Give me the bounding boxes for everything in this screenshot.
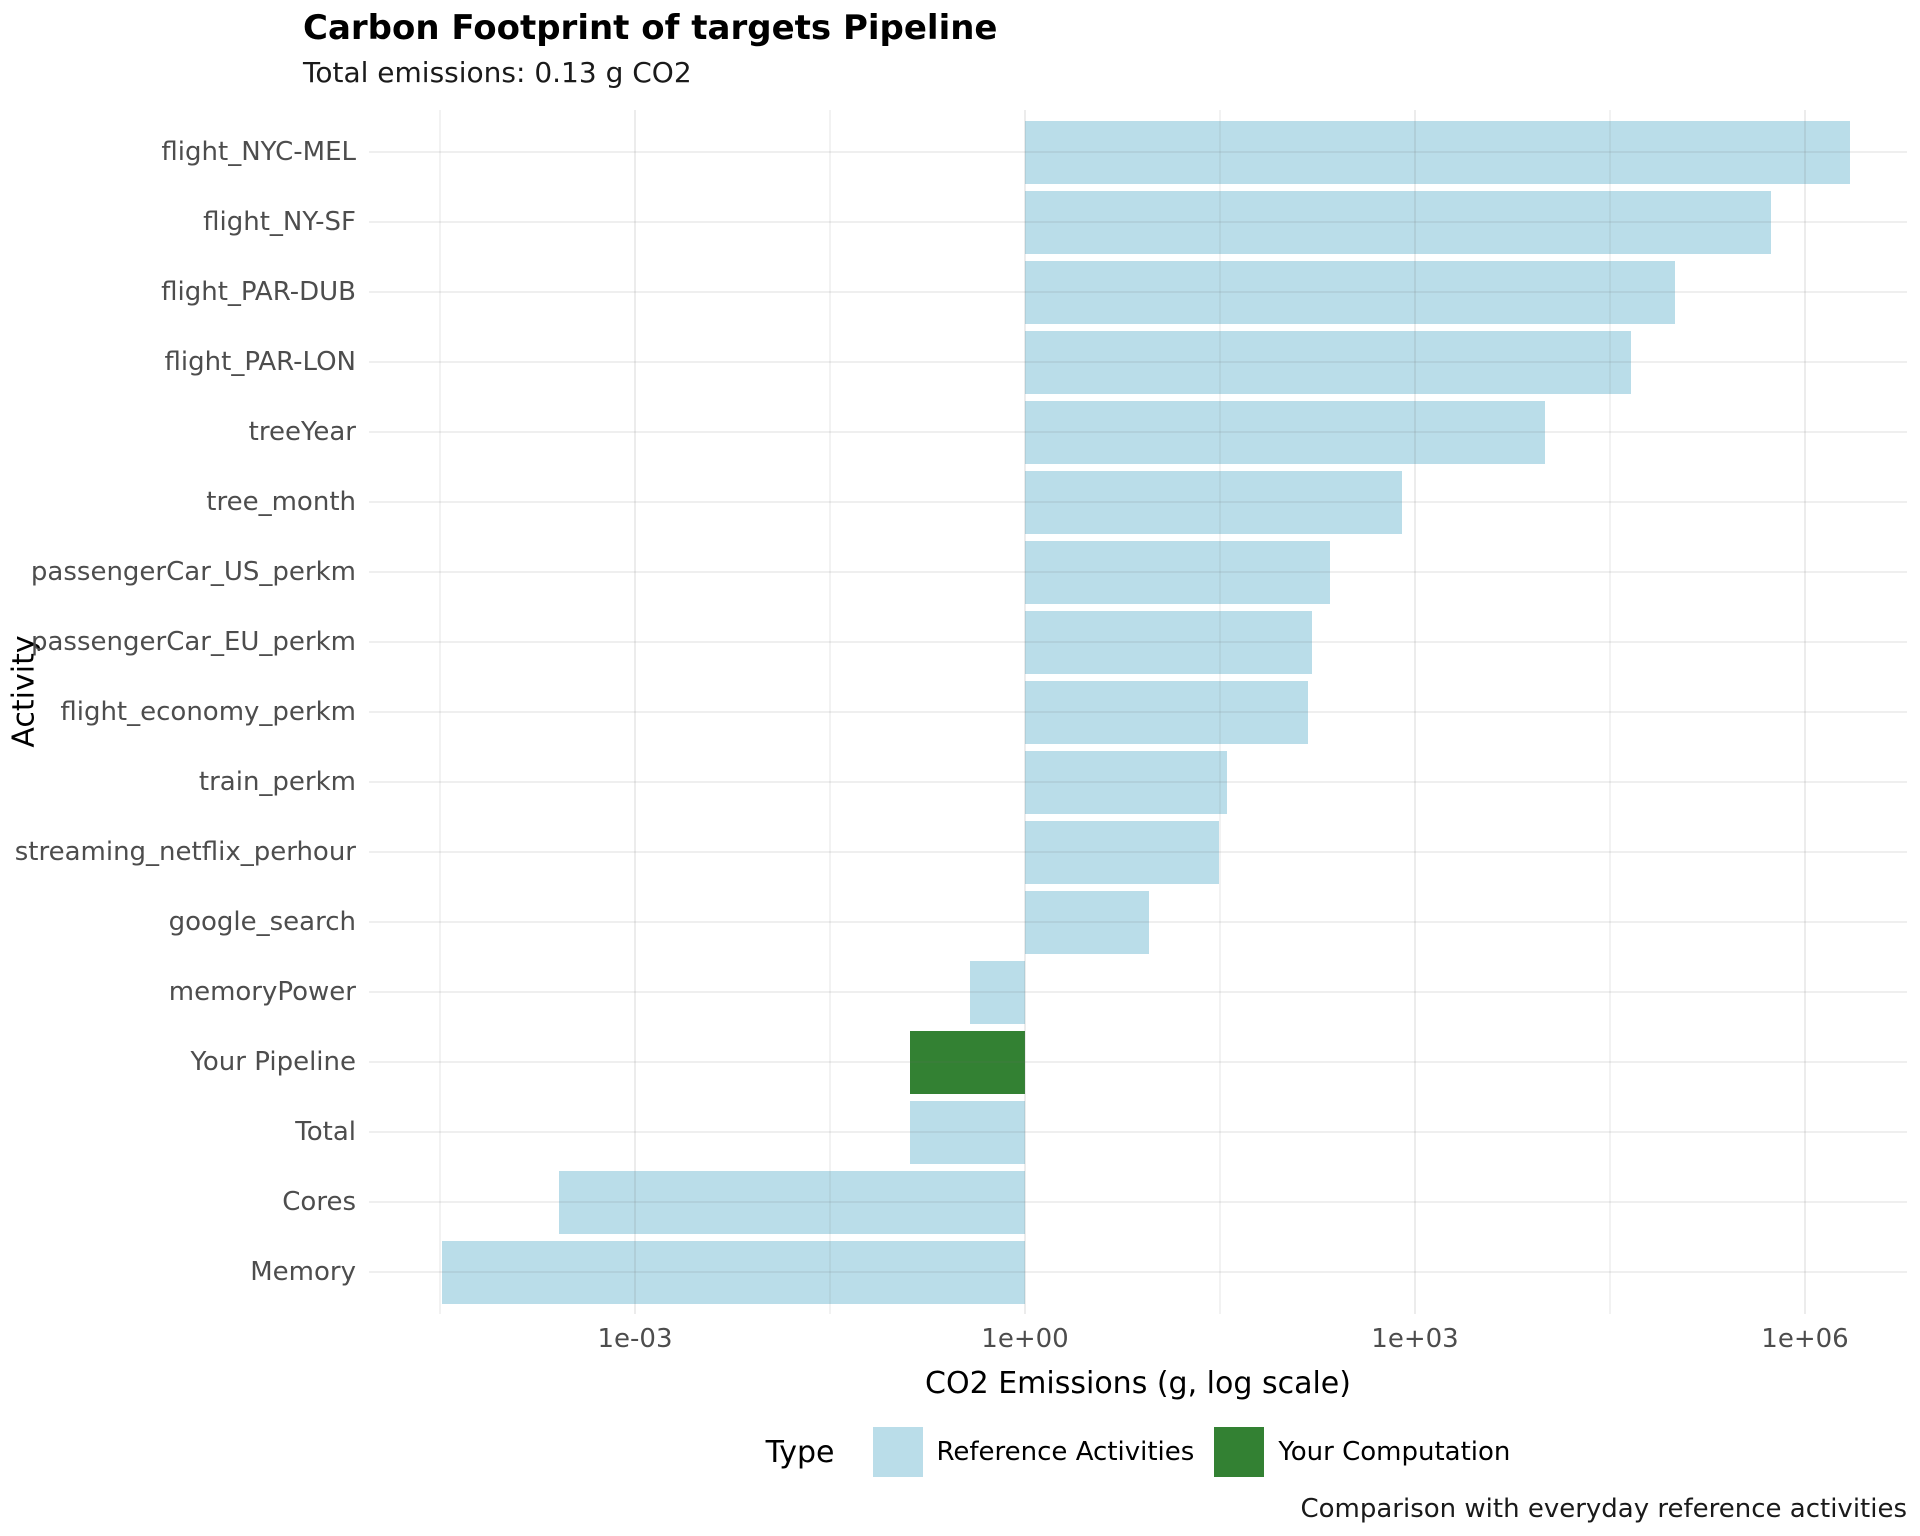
gridline-row-flight_PAR-DUB [369, 291, 1907, 293]
gridline-row-Memory [369, 1271, 1907, 1273]
legend-title: Type [765, 1434, 835, 1470]
gridline-row-flight_NYC-MEL [369, 151, 1907, 153]
major-gridline-1e+03 [1414, 110, 1416, 1314]
gridline-row-flight_PAR-LON [369, 361, 1907, 363]
bar-treeYear [1025, 400, 1545, 464]
major-gridline-1e-03 [634, 110, 636, 1314]
gridline-row-flight_NY-SF [369, 221, 1907, 223]
y-tick-label-memoryPower: memoryPower [168, 977, 356, 1007]
bar-train_perkm [1025, 750, 1228, 814]
gridline-row-streaming_netflix_perhour [369, 851, 1907, 853]
y-tick-label-Your Pipeline: Your Pipeline [190, 1047, 356, 1077]
y-tick-label-google_search: google_search [168, 907, 356, 937]
x-tick-label-1e+03: 1e+03 [1371, 1324, 1459, 1354]
gridline-row-tree_month [369, 501, 1907, 503]
x-axis-title: CO2 Emissions (g, log scale) [925, 1366, 1351, 1401]
y-tick-label-Memory: Memory [250, 1257, 356, 1287]
y-tick-label-passengerCar_US_perkm: passengerCar_US_perkm [30, 557, 356, 587]
y-tick-label-train_perkm: train_perkm [198, 767, 356, 797]
y-tick-label-streaming_netflix_perhour: streaming_netflix_perhour [14, 837, 356, 867]
gridline-row-google_search [369, 921, 1907, 923]
bar-passengerCar_EU_perkm [1025, 610, 1312, 674]
y-tick-label-flight_NYC-MEL: flight_NYC-MEL [161, 137, 356, 167]
x-tick-label-1e+06: 1e+06 [1761, 1324, 1849, 1354]
chart-subtitle: Total emissions: 0.13 g CO2 [303, 56, 692, 89]
gridline-row-train_perkm [369, 781, 1907, 783]
y-tick-label-treeYear: treeYear [248, 417, 356, 447]
legend-item-computation: Your Computation [1214, 1427, 1510, 1477]
y-tick-label-tree_month: tree_month [206, 487, 356, 517]
chart-caption: Comparison with everyday reference activ… [1300, 1494, 1907, 1524]
y-tick-label-flight_economy_perkm: flight_economy_perkm [60, 697, 356, 727]
major-gridline-1e+06 [1804, 110, 1806, 1314]
bar-flight_PAR-DUB [1025, 260, 1675, 324]
legend: Type Reference Activities Your Computati… [369, 1424, 1907, 1480]
gridline-row-memoryPower [369, 991, 1907, 993]
reference-activities-swatch [872, 1427, 923, 1477]
bar-Total [909, 1100, 1025, 1164]
gridline-row-passengerCar_EU_perkm [369, 641, 1907, 643]
y-tick-label-flight_NY-SF: flight_NY-SF [203, 207, 356, 237]
bar-flight_NYC-MEL [1025, 120, 1850, 184]
legend-label-reference: Reference Activities [936, 1437, 1195, 1467]
bar-streaming_netflix_perhour [1025, 820, 1219, 884]
legend-item-reference: Reference Activities [872, 1427, 1195, 1477]
bar-Cores [558, 1170, 1025, 1234]
gridline-row-Cores [369, 1201, 1907, 1203]
bar-flight_PAR-LON [1025, 330, 1632, 394]
minor-gridline [1219, 110, 1221, 1314]
bar-Your Pipeline [909, 1030, 1025, 1094]
gridline-row-treeYear [369, 431, 1907, 433]
x-tick-label-1e-03: 1e-03 [597, 1324, 673, 1354]
chart-title: Carbon Footprint of targets Pipeline [303, 8, 998, 48]
minor-gridline [1609, 110, 1611, 1314]
minor-gridline [829, 110, 831, 1314]
y-tick-label-passengerCar_EU_perkm: passengerCar_EU_perkm [31, 627, 356, 657]
bar-tree_month [1025, 470, 1403, 534]
gridline-row-flight_economy_perkm [369, 711, 1907, 713]
your-computation-swatch [1214, 1427, 1265, 1477]
legend-label-computation: Your Computation [1278, 1437, 1511, 1467]
gridline-row-Your Pipeline [369, 1061, 1907, 1063]
bar-memoryPower [970, 960, 1025, 1024]
y-tick-label-Total: Total [295, 1117, 356, 1147]
bar-flight_NY-SF [1025, 190, 1772, 254]
gridline-row-Total [369, 1131, 1907, 1133]
gridline-row-passengerCar_US_perkm [369, 571, 1907, 573]
y-tick-label-Cores: Cores [282, 1187, 356, 1217]
bar-flight_economy_perkm [1025, 680, 1308, 744]
x-tick-label-1e+00: 1e+00 [981, 1324, 1069, 1354]
major-gridline-1e+00 [1024, 110, 1026, 1314]
bar-Memory [442, 1240, 1025, 1304]
bar-passengerCar_US_perkm [1025, 540, 1330, 604]
bar-google_search [1025, 890, 1150, 954]
minor-gridline [439, 110, 441, 1314]
y-tick-label-flight_PAR-DUB: flight_PAR-DUB [161, 277, 356, 307]
y-tick-label-flight_PAR-LON: flight_PAR-LON [164, 347, 356, 377]
